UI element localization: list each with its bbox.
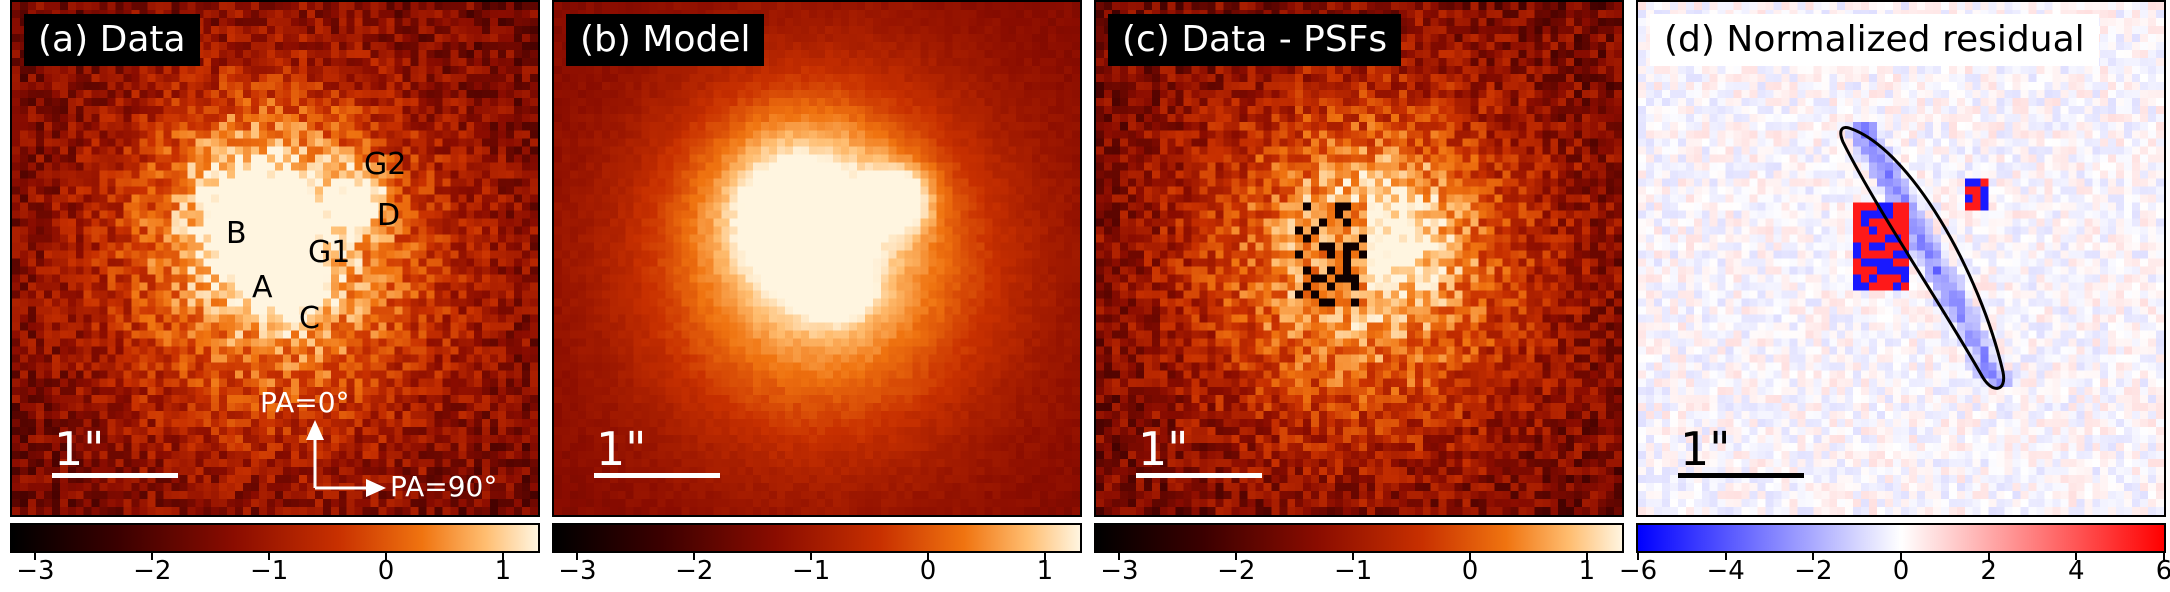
panel-model: (b) Model 1" bbox=[552, 0, 1082, 517]
pa-arrows bbox=[306, 420, 386, 497]
colorbar-tick-label: −1 bbox=[1333, 556, 1373, 586]
panel-title: (a) Data bbox=[24, 14, 200, 66]
label-g2: G2 bbox=[364, 147, 407, 182]
colorbar-tick bbox=[2075, 553, 2078, 560]
colorbar-tick bbox=[1724, 553, 1727, 560]
colorbar-tick bbox=[268, 553, 271, 560]
psf-subtracted-image bbox=[1096, 2, 1622, 515]
colorbar-tick-label: −3 bbox=[16, 556, 55, 586]
colorbar-tick-label: −2 bbox=[1794, 556, 1833, 586]
colorbar-tick-label: −2 bbox=[133, 556, 172, 586]
colorbar-tick bbox=[1235, 553, 1238, 560]
colorbar-tick bbox=[1987, 553, 1990, 560]
label-b: B bbox=[226, 216, 247, 251]
colorbar-tick-label: −3 bbox=[1100, 556, 1139, 586]
label-pa90: PA=90° bbox=[390, 470, 498, 503]
colorbar-heat bbox=[1094, 523, 1624, 553]
colorbar-tick bbox=[927, 553, 930, 560]
panel-title: (d) Normalized residual bbox=[1650, 14, 2099, 66]
scale-label: 1" bbox=[1680, 422, 1731, 476]
colorbar-tick-label: 0 bbox=[377, 556, 395, 586]
colorbar-tick-label: 1 bbox=[1578, 556, 1596, 586]
colorbar-tick-label: −4 bbox=[1706, 556, 1745, 586]
colorbar-heat bbox=[552, 523, 1082, 553]
colorbar-tick-label: 6 bbox=[2155, 556, 2170, 586]
colorbar-tick bbox=[1812, 553, 1815, 560]
panel-title: (c) Data - PSFs bbox=[1108, 14, 1402, 66]
colorbar-tick bbox=[1585, 553, 1588, 560]
scale-label: 1" bbox=[596, 422, 647, 476]
colorbar-tick bbox=[1118, 553, 1121, 560]
panel-title: (b) Model bbox=[566, 14, 765, 66]
colorbar-tick bbox=[34, 553, 37, 560]
colorbar-tick bbox=[1637, 553, 1639, 560]
label-d: D bbox=[377, 198, 401, 233]
colorbar-tick bbox=[385, 553, 388, 560]
colorbar-tick bbox=[1043, 553, 1046, 560]
label-c: C bbox=[299, 301, 320, 336]
colorbar-tick bbox=[1900, 553, 1902, 560]
label-g1: G1 bbox=[308, 235, 351, 270]
colorbar-heat bbox=[10, 523, 540, 553]
scale-bar bbox=[594, 473, 720, 478]
colorbar-tick-label: 1 bbox=[494, 556, 512, 586]
colorbar-tick bbox=[151, 553, 154, 560]
scale-bar bbox=[52, 473, 178, 478]
colorbar-tick-label: 0 bbox=[919, 556, 937, 586]
arc-region-overlay bbox=[1839, 126, 2006, 390]
pa90-arrow-head-icon bbox=[366, 479, 386, 497]
label-pa0: PA=0° bbox=[260, 386, 350, 419]
arc-ellipse-outline bbox=[1839, 126, 2006, 390]
colorbar-residual bbox=[1636, 523, 2166, 553]
residual-image bbox=[1638, 2, 2164, 515]
panel-data: (a) Data G2 D B G1 A C PA=0° PA=90° 1" bbox=[10, 0, 540, 517]
colorbar-tick bbox=[1469, 553, 1472, 560]
colorbar-tick-label: 1 bbox=[1036, 556, 1054, 586]
scale-label: 1" bbox=[54, 422, 105, 476]
pa0-arrow-head-icon bbox=[306, 420, 324, 440]
colorbar-tick-label: −6 bbox=[1618, 556, 1658, 586]
colorbar-tick-label: −2 bbox=[1217, 556, 1256, 586]
panel-normalized-residual: (d) Normalized residual 1" bbox=[1636, 0, 2166, 517]
panel-data-minus-psfs: (c) Data - PSFs 1" bbox=[1094, 0, 1624, 517]
label-a: A bbox=[252, 270, 273, 305]
colorbar-tick-label: −2 bbox=[675, 556, 714, 586]
colorbar-tick-label: −1 bbox=[249, 556, 289, 586]
colorbar-tick bbox=[501, 553, 504, 560]
data-image bbox=[12, 2, 538, 515]
colorbar-tick-label: 0 bbox=[1461, 556, 1479, 586]
colorbar-tick-label: 2 bbox=[1980, 556, 1997, 586]
scale-bar bbox=[1136, 473, 1262, 478]
colorbar-tick bbox=[576, 553, 579, 560]
colorbar-tick-label: 0 bbox=[1892, 556, 1910, 586]
colorbar-tick-label: 4 bbox=[2068, 556, 2085, 586]
colorbar-tick bbox=[2163, 553, 2165, 560]
scale-bar bbox=[1678, 473, 1804, 478]
model-image bbox=[554, 2, 1080, 515]
scale-label: 1" bbox=[1138, 422, 1189, 476]
colorbar-tick bbox=[693, 553, 696, 560]
colorbar-tick bbox=[810, 553, 813, 560]
colorbar-tick-label: −1 bbox=[791, 556, 831, 586]
colorbar-tick bbox=[1352, 553, 1355, 560]
colorbar-tick-label: −3 bbox=[558, 556, 597, 586]
